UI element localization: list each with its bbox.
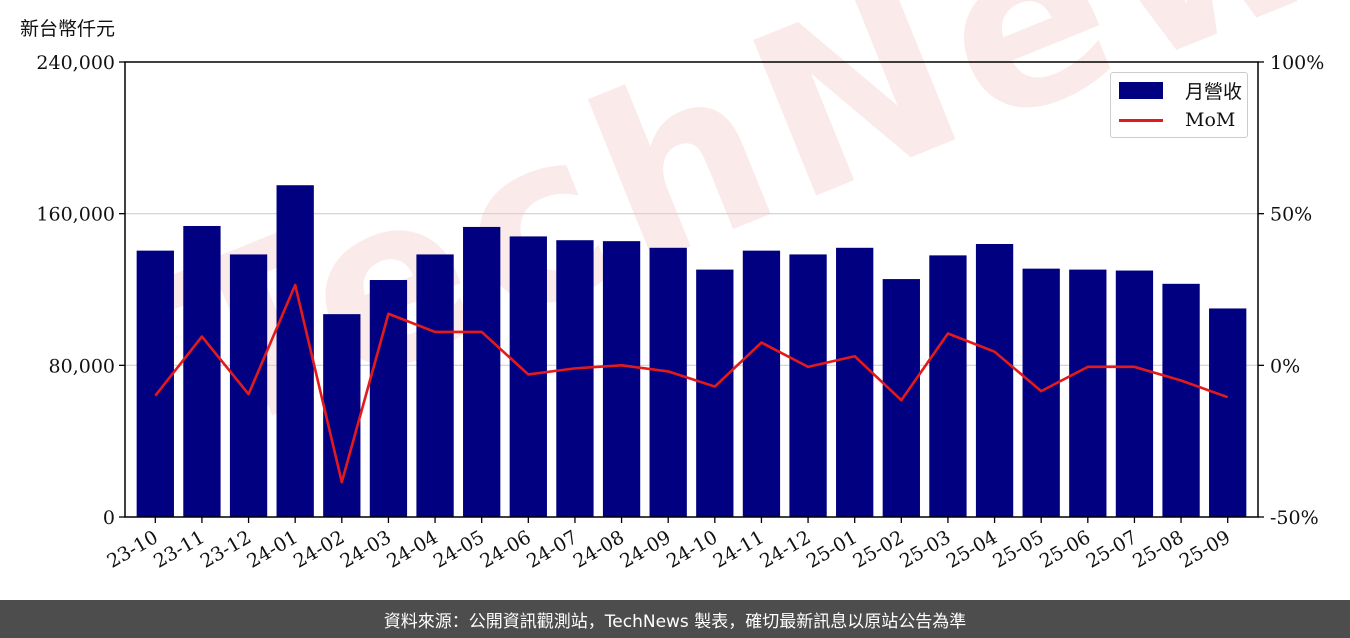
y-right-tick-label: -50% xyxy=(1270,507,1319,529)
legend: 月營收 MoM xyxy=(1110,72,1248,138)
x-tick-label: 24-07 xyxy=(523,526,581,572)
x-tick-label: 24-05 xyxy=(430,526,488,572)
x-tick-label: 25-02 xyxy=(849,526,907,572)
legend-item-revenue: 月營收 xyxy=(1119,77,1242,103)
x-tick-label: 24-04 xyxy=(383,526,441,572)
x-tick-label: 24-12 xyxy=(756,526,814,572)
x-tick-label: 25-04 xyxy=(943,526,1001,572)
bar-23-10 xyxy=(136,250,174,517)
x-tick-label: 25-05 xyxy=(989,526,1047,572)
x-tick-label: 25-06 xyxy=(1036,526,1094,572)
y-left-tick-label: 80,000 xyxy=(49,355,115,377)
x-tick-label: 24-01 xyxy=(243,526,301,572)
bar-24-12 xyxy=(789,254,827,518)
x-tick-label: 23-10 xyxy=(103,526,161,572)
plot-frame xyxy=(124,61,1259,518)
revenue-chart: 080,000160,000240,000-50%0%50%100%23-102… xyxy=(36,52,1324,573)
x-tick-label: 23-12 xyxy=(197,526,255,572)
legend-swatch-bar xyxy=(1119,81,1163,99)
y-left-tick-label: 0 xyxy=(103,507,115,529)
bar-24-11 xyxy=(742,250,781,517)
x-tick-label: 25-09 xyxy=(1176,526,1234,572)
bar-25-05 xyxy=(1022,268,1060,517)
x-tick-label: 25-08 xyxy=(1129,526,1187,572)
x-tick-label: 24-03 xyxy=(336,526,394,572)
x-tick-label: 25-03 xyxy=(896,526,954,572)
legend-item-mom: MoM xyxy=(1119,107,1235,133)
x-tick-label: 24-11 xyxy=(709,526,767,572)
bar-25-03 xyxy=(929,255,967,517)
source-footer: 資料來源：公開資訊觀測站，TechNews 製表，確切最新訊息以原站公告為準 xyxy=(0,600,1350,638)
bar-24-06 xyxy=(509,236,547,517)
y-right-tick-label: 100% xyxy=(1270,52,1324,74)
bar-24-07 xyxy=(556,240,594,518)
bar-24-09 xyxy=(649,247,687,517)
y-left-tick-label: 160,000 xyxy=(36,204,115,226)
bar-24-10 xyxy=(696,269,734,517)
bar-23-12 xyxy=(229,254,268,518)
x-tick-label: 24-02 xyxy=(290,526,348,572)
x-tick-label: 23-11 xyxy=(150,526,208,572)
bar-25-08 xyxy=(1162,283,1200,517)
y-axis-unit-label: 新台幣仟元 xyxy=(20,18,116,40)
mom-line-series xyxy=(154,283,1229,484)
x-tick-label: 24-09 xyxy=(616,526,674,572)
y-left-tick-label: 240,000 xyxy=(36,52,115,74)
x-tick-label: 24-08 xyxy=(570,526,628,572)
bar-25-01 xyxy=(836,247,874,517)
mom-line xyxy=(154,283,1229,484)
legend-swatch-line xyxy=(1119,118,1163,122)
bar-23-11 xyxy=(183,225,221,518)
y-right-tick-label: 50% xyxy=(1270,204,1312,226)
bar-24-01 xyxy=(276,185,314,517)
bar-24-02 xyxy=(323,314,361,517)
bar-24-04 xyxy=(416,254,454,518)
bar-24-08 xyxy=(602,241,641,517)
source-footer-text: 資料來源：公開資訊觀測站，TechNews 製表，確切最新訊息以原站公告為準 xyxy=(383,611,967,632)
legend-label-revenue: 月營收 xyxy=(1185,80,1243,103)
legend-label-mom: MoM xyxy=(1185,109,1236,131)
bar-25-09 xyxy=(1209,308,1247,517)
y-right-tick-label: 0% xyxy=(1270,355,1300,377)
x-tick-label: 24-06 xyxy=(476,526,534,572)
bar-24-05 xyxy=(463,226,501,517)
x-tick-label: 25-01 xyxy=(803,526,861,572)
x-tick-label: 24-10 xyxy=(663,526,721,572)
bar-25-06 xyxy=(1069,269,1107,517)
bar-series xyxy=(136,185,1247,518)
bar-25-07 xyxy=(1115,270,1154,517)
bar-25-04 xyxy=(975,244,1014,517)
x-tick-label: 25-07 xyxy=(1083,526,1141,572)
